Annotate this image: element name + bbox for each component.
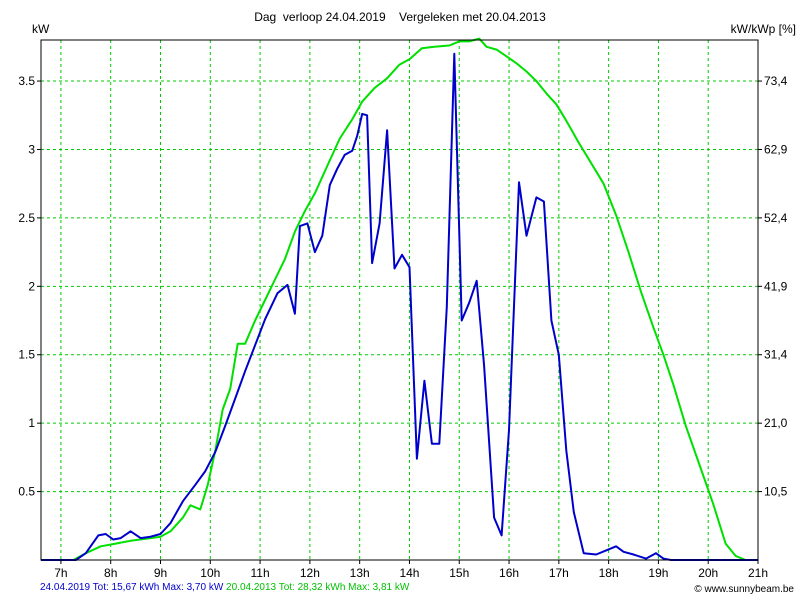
x-tick-label: 7h	[54, 566, 67, 580]
y-tick-label: 2.5	[18, 211, 35, 225]
x-tick-label: 12h	[300, 566, 320, 580]
chart-title: Dag verloop 24.04.2019 Vergeleken met 20…	[254, 10, 546, 24]
x-tick-label: 15h	[449, 566, 469, 580]
y-axis-label: kW	[32, 22, 50, 36]
legend-series-2013: 20.04.2013 Tot: 28,32 kWh Max: 3,81 kW	[226, 582, 410, 593]
series-line-20.04.2013	[41, 37, 758, 561]
legend-series-2019: 24.04.2019 Tot: 15,67 kWh Max: 3,70 kW	[40, 582, 224, 593]
x-tick-label: 21h	[748, 566, 768, 580]
y2-tick-label: 21,0	[764, 416, 788, 430]
y2-tick-label: 31,4	[764, 348, 788, 362]
y-tick-label: 3.5	[18, 74, 35, 88]
x-tick-label: 14h	[399, 566, 419, 580]
legend: 24.04.2019 Tot: 15,67 kWh Max: 3,70 kW 2…	[40, 582, 409, 593]
x-tick-label: 10h	[200, 566, 220, 580]
x-tick-label: 11h	[251, 566, 270, 580]
x-tick-label: 17h	[549, 566, 569, 580]
x-tick-label: 8h	[104, 566, 117, 580]
y2-tick-labels: 10,5 21,0 31,4 41,9 52,4 62,9 73,4	[758, 74, 788, 499]
x-tick-label: 9h	[154, 566, 167, 580]
y2-tick-label: 41,9	[764, 279, 788, 293]
y2-axis-label: kW/kWp [%]	[731, 22, 796, 36]
y-tick-labels: 0.5 1 1.5 2 2.5 3 3.5	[18, 74, 41, 499]
y-tick-label: 3	[28, 142, 35, 156]
y-tick-label: 1	[28, 416, 35, 430]
credit-text: © www.sunnybeam.be	[694, 584, 794, 595]
series-lines	[41, 37, 758, 561]
plot-frame	[40, 39, 759, 561]
x-tick-label: 13h	[350, 566, 370, 580]
x-tick-label: 19h	[648, 566, 668, 580]
x-tick-label: 16h	[499, 566, 519, 580]
grid-lines	[41, 40, 758, 560]
y2-tick-label: 52,4	[764, 211, 788, 225]
y-tick-label: 1.5	[18, 348, 35, 362]
y2-tick-label: 62,9	[764, 142, 788, 156]
x-tick-label: 20h	[698, 566, 718, 580]
x-tick-labels: 7h 8h 9h 10h 11h 12h 13h 14h 15h 16h 17h 18h 19h 20h 2…	[54, 560, 768, 580]
y-tick-label: 0.5	[18, 485, 35, 499]
y2-tick-label: 73,4	[764, 74, 788, 88]
series-line-24.04.2019	[41, 52, 758, 561]
y2-tick-label: 10,5	[764, 485, 788, 499]
y-tick-label: 2	[28, 279, 35, 293]
x-tick-label: 18h	[599, 566, 619, 580]
